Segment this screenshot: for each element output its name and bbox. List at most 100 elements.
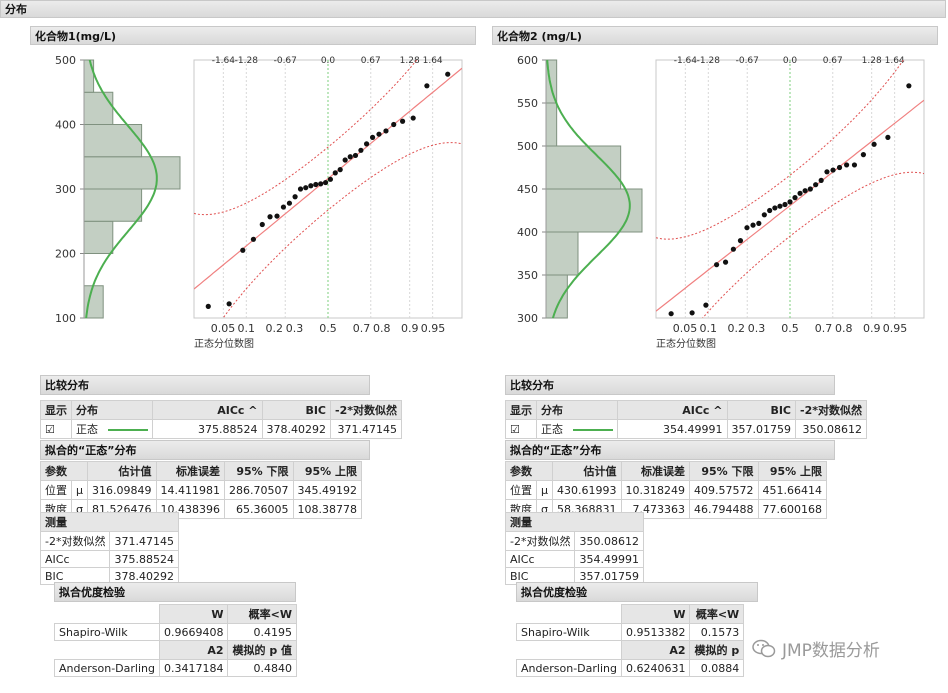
lower-cell: 65.36005 [224,499,294,519]
col-header: 估计值 [87,461,157,481]
test-name: Shapiro-Wilk [54,623,160,641]
col-header: W [620,604,691,624]
show-checkbox[interactable]: ☑ [505,419,537,439]
bottom-tick-label: 0.5 [781,322,799,335]
qq-point [767,207,773,214]
histogram-bar [83,156,181,190]
qq-point [399,118,406,124]
qq-point [250,236,257,242]
histogram-bar [83,124,143,158]
variable-header-2[interactable]: 化合物2 (mg/L) [492,26,938,45]
qq-point [337,167,343,173]
dist-cell: 正态 [71,419,153,439]
lower-cell: 46.794488 [689,499,759,519]
top-tick-label: -1.64 [212,56,236,66]
histogram-bar [83,59,95,93]
y-tick-label: 200 [55,248,76,261]
ll-cell: 371.47145 [330,419,402,439]
qq-axis-label: 正态分位数图 [194,337,254,350]
bottom-tick-label: 0.8 [373,322,391,335]
qq-point [376,131,382,137]
variable-title-1: 化合物1(mg/L) [35,29,117,43]
y-tick-label: 500 [55,54,76,67]
bottom-tick-label: 0.05 [673,322,698,335]
top-tick-label: 1.28 [400,56,420,66]
bottom-tick-label: 0.5 [319,322,337,335]
pvalue-cell: 0.4840 [227,659,298,677]
report-title-bar[interactable]: 分布 [0,0,946,18]
col-header: 参数 [505,461,553,481]
measures-title-1: 测量 [40,512,179,532]
stat-cell: 0.6240631 [620,659,691,677]
test-name: Anderson-Darling [516,659,622,677]
bottom-tick-label: 0.95 [421,322,446,335]
lower-cell: 409.57572 [689,480,759,500]
compare-header-2[interactable]: 比较分布 [505,375,835,395]
param-symbol: μ [536,480,553,500]
sort-icon[interactable]: ^ [248,403,258,417]
gof-header-1[interactable]: 拟合优度检验 [54,582,296,602]
bottom-tick-label: 0.95 [883,322,908,335]
qq-point [782,201,788,208]
fit-line [656,99,924,312]
param-name: 位置 [505,480,537,500]
top-tick-label: -1.28 [697,56,721,66]
fit-header-2[interactable]: 拟合的“正态”分布 [505,440,835,460]
top-tick-label: 1.64 [885,56,905,66]
col-header: 95% 上限 [757,461,827,481]
qq-point [737,238,744,244]
qq-point [802,188,808,194]
qq-point [363,141,370,147]
col-header: -2*对数似然 [795,400,867,420]
variable-header-1[interactable]: 化合物1(mg/L) [30,26,476,45]
measures-table-1: 测量 -2*对数似然 371.47145 AICc 375.88524 BIC 378… [39,512,179,585]
fit-header-1[interactable]: 拟合的“正态”分布 [40,440,370,460]
qq-point [267,214,273,220]
distribution-chart-2: 600 550 500 450 400 350 300 -1.64 -1.28 -0.67 0.0 0… [517,54,925,350]
ci-upper-band [194,60,418,216]
watermark-text: JMP数据分析 [782,641,880,661]
compare-title-2: 比较分布 [510,379,554,392]
col-header: BIC [726,400,796,420]
qq-point [226,301,232,307]
col-header: 概率<W [689,604,745,624]
gof-header-2[interactable]: 拟合优度检验 [516,582,758,602]
variable-title-2: 化合物2 (mg/L) [497,29,582,43]
lower-cell: 286.70507 [224,480,294,500]
qq-point [383,128,389,134]
col-header: 显示 [505,400,537,420]
bottom-tick-label: 0.2 [728,322,746,335]
qq-point [358,147,364,153]
col-header: 标准误差 [155,461,225,481]
measure-value: 350.08612 [574,531,644,551]
compare-header-1[interactable]: 比较分布 [40,375,370,395]
col-header: 95% 下限 [689,461,759,481]
col-header-aicc[interactable]: AICc ^ [616,400,728,420]
top-tick-label: 1.64 [423,56,443,66]
histogram-bar [545,231,579,276]
pvalue-cell: 0.4195 [227,623,298,641]
col-header-aicc[interactable]: AICc ^ [151,400,263,420]
histogram-bar [545,274,568,319]
qq-point [327,176,334,182]
compare-table-1: 显示 分布 AICc ^ BIC -2*对数似然 ☑ 正态 375.88524 … [40,400,402,439]
qq-point [205,303,211,309]
qq-point [318,181,324,187]
legend-swatch [107,429,148,431]
qq-point [713,262,720,268]
stderr-cell: 14.411981 [155,480,225,500]
show-checkbox[interactable]: ☑ [40,419,72,439]
col-header: 模拟的 p [689,640,745,660]
col-header: 模拟的 p 值 [227,640,298,660]
qq-point [274,213,280,219]
histogram-bar [83,220,114,254]
fit-table-1: 参数 估计值 标准误差 95% 下限 95% 上限 位置 μ 316.09849… [40,461,362,519]
histogram-bar [83,188,143,222]
fit-title-1: 拟合的“正态”分布 [45,444,137,457]
qq-point [818,177,824,183]
estimate-cell: 316.09849 [87,480,157,500]
qq-point [280,204,287,210]
y-tick-label: 600 [517,54,538,67]
sort-icon[interactable]: ^ [713,403,723,417]
y-tick-label: 300 [55,183,76,196]
